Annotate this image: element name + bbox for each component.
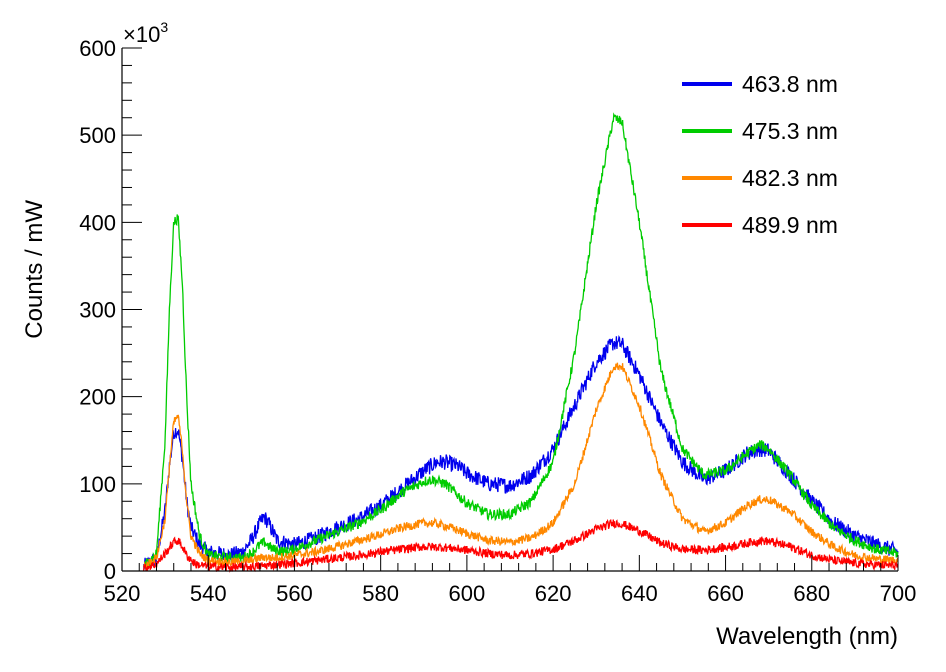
legend-label-3: 489.9 nm xyxy=(742,212,838,238)
series-line-0 xyxy=(142,335,899,570)
legend-label-1: 475.3 nm xyxy=(742,118,838,144)
x-tick-label: 620 xyxy=(535,581,572,606)
x-tick-label: 560 xyxy=(276,581,313,606)
y-multiplier-exponent: 3 xyxy=(160,19,168,35)
series-line-3 xyxy=(142,518,899,573)
y-tick-label: 200 xyxy=(79,385,116,410)
y-tick-label: 300 xyxy=(79,298,116,323)
y-tick-label: 500 xyxy=(79,123,116,148)
series-line-1 xyxy=(143,112,899,570)
labels-layer: 520 540 560 580 600 620 640 660 680 700 0 100 200 300… xyxy=(21,19,916,650)
x-tick-label: 660 xyxy=(707,581,744,606)
x-tick-label: 580 xyxy=(362,581,399,606)
x-tick-label: 600 xyxy=(449,581,486,606)
y-axis-title: Counts / mW xyxy=(21,200,48,339)
y-tick-label: 600 xyxy=(79,36,116,61)
x-tick-label: 640 xyxy=(621,581,658,606)
legend: 463.8 nm 475.3 nm 482.3 nm 489.9 nm xyxy=(682,71,838,238)
x-tick-label: 700 xyxy=(880,581,917,606)
y-multiplier-base: ×10 xyxy=(123,22,160,47)
y-multiplier-label: ×103 xyxy=(123,19,168,47)
x-tick-label: 520 xyxy=(104,581,141,606)
series-line-2 xyxy=(143,362,899,570)
x-tick-label: 540 xyxy=(190,581,227,606)
axes-layer xyxy=(121,47,899,572)
legend-label-0: 463.8 nm xyxy=(742,71,838,97)
series-layer xyxy=(142,112,899,573)
y-tick-label: 0 xyxy=(104,559,116,584)
legend-label-2: 482.3 nm xyxy=(742,165,838,191)
x-tick-label: 680 xyxy=(793,581,830,606)
x-axis-title: Wavelength (nm) xyxy=(716,623,898,650)
y-tick-label: 100 xyxy=(79,472,116,497)
y-tick-label: 400 xyxy=(79,210,116,235)
